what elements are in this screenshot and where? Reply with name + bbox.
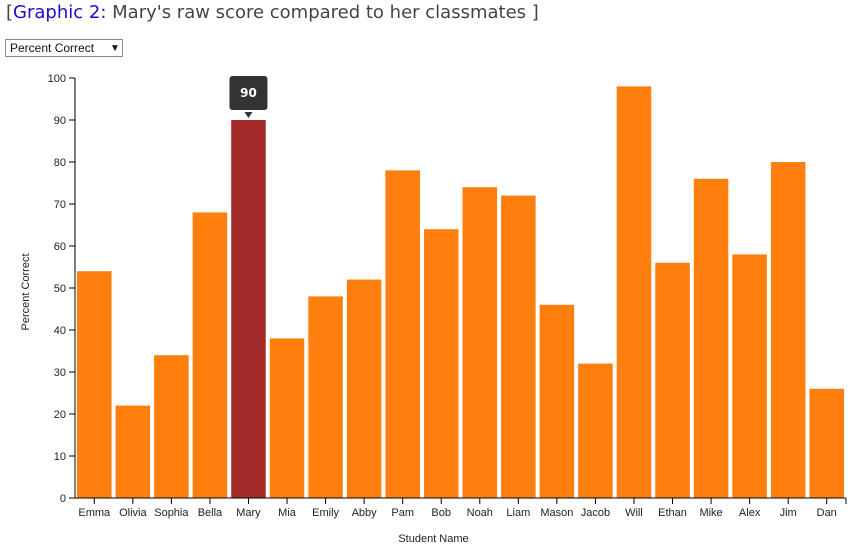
bar[interactable] bbox=[269, 338, 305, 498]
title-open-bracket: [ bbox=[6, 2, 14, 23]
bar[interactable] bbox=[154, 355, 189, 498]
bars-group bbox=[77, 86, 844, 499]
x-tick-label: Liam bbox=[506, 507, 530, 519]
bar[interactable] bbox=[308, 296, 343, 498]
x-tick-label: Abby bbox=[352, 507, 378, 519]
bar[interactable] bbox=[462, 187, 498, 498]
x-tick-label: Jacob bbox=[581, 507, 610, 519]
triangle-down-icon: ▼ bbox=[110, 42, 120, 54]
y-tick-label: 50 bbox=[54, 283, 66, 295]
tooltip-value: 90 bbox=[240, 86, 257, 100]
title-colon: : bbox=[100, 2, 107, 23]
y-tick-label: 80 bbox=[54, 157, 66, 169]
title-close-bracket: ] bbox=[531, 2, 539, 23]
x-tick-label: Emma bbox=[78, 507, 111, 519]
bar[interactable] bbox=[616, 86, 652, 499]
tooltip-box bbox=[229, 76, 268, 110]
x-tick-label: Dan bbox=[817, 507, 837, 519]
x-axis: Emma Olivia Sophia Bella Mary Mia Emily Abby Pam… bbox=[75, 497, 847, 519]
bar[interactable] bbox=[693, 178, 729, 499]
bar[interactable] bbox=[115, 405, 151, 498]
x-tick-label: Will bbox=[625, 507, 643, 519]
y-tick-label: 10 bbox=[54, 451, 66, 463]
bar[interactable] bbox=[809, 388, 844, 498]
x-tick-label: Pam bbox=[391, 507, 414, 519]
bar-highlighted[interactable] bbox=[231, 120, 266, 498]
bar[interactable] bbox=[423, 229, 459, 498]
y-tick-label: 60 bbox=[54, 241, 66, 253]
x-tick-label: Sophia bbox=[154, 507, 189, 519]
bar[interactable] bbox=[770, 162, 806, 498]
y-tick-label: 30 bbox=[54, 367, 66, 379]
bar[interactable] bbox=[192, 212, 228, 498]
x-tick-label: Mason bbox=[540, 507, 573, 519]
x-axis-title: Student Name bbox=[398, 533, 468, 545]
page-title: [Graphic 2: Mary's raw score compared to… bbox=[6, 2, 539, 23]
bar[interactable] bbox=[578, 363, 613, 498]
x-tick-label: Olivia bbox=[119, 507, 147, 519]
bar[interactable] bbox=[385, 170, 420, 498]
x-tick-label: Alex bbox=[739, 507, 761, 519]
title-text: Mary's raw score compared to her classma… bbox=[106, 2, 532, 23]
y-axis: 0 10 20 30 40 50 60 70 80 90 100 bbox=[48, 73, 76, 505]
metric-select-value: Percent Correct bbox=[10, 41, 95, 55]
x-tick-label: Bella bbox=[198, 507, 223, 519]
x-tick-label: Jim bbox=[780, 507, 797, 519]
x-tick-label: Bob bbox=[431, 507, 451, 519]
x-tick-label: Mike bbox=[699, 507, 722, 519]
x-tick-label: Mary bbox=[236, 507, 261, 519]
tooltip-pointer-icon bbox=[244, 112, 253, 118]
bar[interactable] bbox=[655, 262, 690, 498]
y-tick-label: 20 bbox=[54, 409, 66, 421]
x-tick-label: Emily bbox=[312, 507, 339, 519]
x-tick-label: Noah bbox=[467, 507, 493, 519]
metric-select[interactable]: Percent Correct ▼ bbox=[5, 39, 123, 57]
bar[interactable] bbox=[732, 254, 767, 498]
x-tick-label: Ethan bbox=[658, 507, 687, 519]
y-tick-label: 40 bbox=[54, 325, 66, 337]
x-tick-label: Mia bbox=[278, 507, 297, 519]
y-axis-title: Percent Correct bbox=[20, 253, 32, 330]
y-tick-label: 70 bbox=[54, 199, 66, 211]
y-tick-label: 100 bbox=[48, 73, 66, 85]
bar[interactable] bbox=[77, 271, 112, 498]
bar[interactable] bbox=[539, 304, 575, 498]
y-tick-label: 90 bbox=[54, 115, 66, 127]
graphic-link[interactable]: Graphic 2 bbox=[13, 2, 101, 23]
bar[interactable] bbox=[501, 195, 536, 498]
y-tick-label: 0 bbox=[60, 493, 66, 505]
value-tooltip: 90 bbox=[229, 76, 268, 118]
bar[interactable] bbox=[346, 279, 382, 498]
